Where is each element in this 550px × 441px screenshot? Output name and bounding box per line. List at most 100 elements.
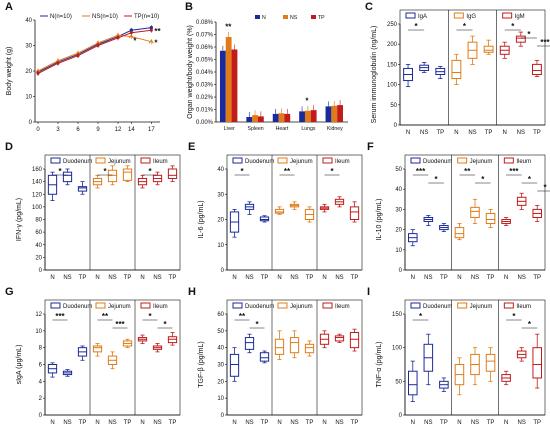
y-tick-label: 30 xyxy=(395,207,402,213)
box-Duodenum-TP xyxy=(77,186,88,192)
legend-entry: Duodenum xyxy=(245,304,274,310)
x-tick-label: N xyxy=(503,130,507,136)
legend-entry: Ileum xyxy=(153,304,168,310)
legend-entry: Ileum xyxy=(335,159,350,165)
legend-swatch xyxy=(140,302,151,309)
significance-marker: * xyxy=(154,39,158,48)
legend-entry: Jejunum xyxy=(108,304,131,310)
y-tick-label: 0 xyxy=(39,268,43,274)
significance-marker: ** xyxy=(239,312,246,321)
legend-entry: Jejunum xyxy=(290,159,313,165)
legend-entry: Ileum xyxy=(516,304,531,310)
x-tick-label: TP xyxy=(487,420,495,426)
significance-marker: ** xyxy=(154,27,161,36)
box-Duodenum-N xyxy=(408,370,418,396)
y-axis-label-F: IL-10 (pg/mL) xyxy=(376,198,383,240)
y-tick-label: 50 xyxy=(217,329,224,335)
significance-marker: * xyxy=(103,167,107,176)
x-tick-label: NS xyxy=(471,420,479,426)
significance-marker: * xyxy=(330,167,334,176)
y-tick-label: 30 xyxy=(217,363,224,369)
legend-swatch xyxy=(502,12,513,19)
y-tick-label: 10 xyxy=(395,248,402,254)
y-tick-label: 60 xyxy=(35,230,42,236)
box-Jejunum-TP xyxy=(485,353,496,372)
legend-swatch xyxy=(405,12,416,19)
significance-marker: * xyxy=(255,320,259,329)
point-marker xyxy=(95,40,101,45)
x-tick-label: N xyxy=(454,130,458,136)
x-tick-label: NS xyxy=(471,275,479,281)
x-tick-label: TP xyxy=(169,275,177,281)
panel-label-I: I xyxy=(367,286,370,298)
plot-frame xyxy=(404,299,546,416)
significance-marker: * xyxy=(512,312,516,321)
y-axis-label-D: IFN-γ (pg/mL) xyxy=(16,198,23,241)
plot-frame xyxy=(226,154,363,271)
bar-N-Liver xyxy=(219,50,226,122)
bar-TP-Heart xyxy=(284,113,291,122)
box-Jejunum-TP xyxy=(485,212,496,225)
point-marker xyxy=(115,32,121,38)
bar-NS-Kidney xyxy=(331,105,338,122)
legend-entry: Ileum xyxy=(516,159,531,165)
point-marker xyxy=(76,54,80,58)
point-marker xyxy=(149,26,153,30)
y-tick-label: 0.06% xyxy=(196,45,214,51)
y-tick-label: 0.03% xyxy=(196,83,214,89)
point-marker xyxy=(56,61,60,65)
y-tick-label: 20 xyxy=(35,255,42,261)
y-tick-label: 100 xyxy=(32,205,43,211)
panel-label-D: D xyxy=(5,141,13,153)
significance-marker: * xyxy=(527,30,531,39)
bar-N-Heart xyxy=(272,113,279,122)
box-Jejunum-N xyxy=(454,227,465,239)
box-Duodenum-NS xyxy=(244,337,255,350)
box-Jejunum-N xyxy=(274,338,285,355)
plot-frame xyxy=(226,299,363,416)
x-tick-label: TP xyxy=(261,275,269,281)
x-tick-label: NS xyxy=(290,420,298,426)
x-tick-label: N xyxy=(504,420,508,426)
x-tick-label: NS xyxy=(108,420,116,426)
bar-NS-Liver xyxy=(225,37,232,122)
legend-entry: Duodenum xyxy=(63,304,92,310)
legend-swatch xyxy=(322,157,333,164)
legend-entry: Duodenum xyxy=(63,159,92,165)
box-Ileum-TP xyxy=(349,206,360,220)
bar-TP-Liver xyxy=(231,49,238,122)
y-tick-label: 10 xyxy=(25,95,32,101)
y-tick-label: 30 xyxy=(217,192,224,198)
y-axis-label-A: Body weight (g) xyxy=(6,47,13,96)
box-Ileum-NS xyxy=(334,335,345,342)
significance-marker: * xyxy=(511,22,515,31)
x-tick-label: NS xyxy=(335,420,343,426)
y-tick-label: 20 xyxy=(395,228,402,234)
legend-entry: Jejunum xyxy=(290,304,313,310)
significance-marker: *** xyxy=(115,320,125,329)
y-tick-label: 200 xyxy=(387,42,398,48)
y-tick-label: 50 xyxy=(395,167,402,173)
x-tick-label: 0 xyxy=(36,127,40,133)
y-tick-label: 8 xyxy=(39,346,43,352)
x-tick-label: N xyxy=(232,420,236,426)
x-tick-label: NS xyxy=(517,420,525,426)
legend-entry: Jejunum xyxy=(470,304,493,310)
x-tick-label: 14 xyxy=(128,127,135,133)
bar-TP-Spleen xyxy=(257,116,264,122)
legend-swatch xyxy=(277,157,288,164)
x-tick-label: 9 xyxy=(96,127,100,133)
x-tick-label: NS xyxy=(108,275,116,281)
x-tick-label: N xyxy=(457,275,461,281)
y-tick-label: 150 xyxy=(387,62,398,68)
plot-frame xyxy=(44,299,181,416)
significance-marker: * xyxy=(435,175,439,184)
x-tick-label: N xyxy=(277,275,281,281)
y-axis-label-I: TNF-α (pg/mL) xyxy=(376,341,383,387)
significance-marker: *** xyxy=(55,312,65,321)
significance-marker: *** xyxy=(540,38,550,47)
x-tick-label: N xyxy=(50,420,54,426)
box-Jejunum-NS xyxy=(107,169,118,183)
y-axis-label-B: Organ weight/body weight (%) xyxy=(187,25,194,119)
